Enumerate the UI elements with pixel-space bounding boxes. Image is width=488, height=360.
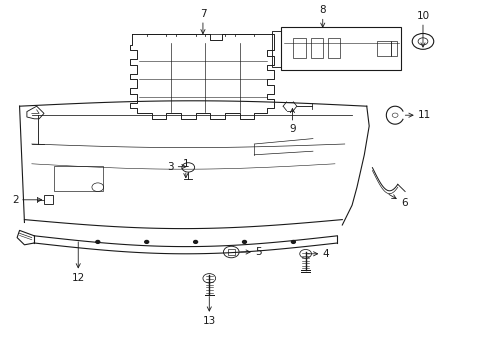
Text: 1: 1 xyxy=(182,159,189,178)
Text: 11: 11 xyxy=(405,110,430,120)
Text: 4: 4 xyxy=(307,249,329,259)
Text: 10: 10 xyxy=(416,11,428,47)
Circle shape xyxy=(242,240,246,243)
Text: 9: 9 xyxy=(288,108,295,134)
Circle shape xyxy=(96,240,100,243)
Bar xyxy=(376,41,390,56)
Bar xyxy=(44,195,53,204)
Text: 13: 13 xyxy=(202,297,216,326)
Bar xyxy=(227,249,234,255)
Text: 8: 8 xyxy=(319,5,325,27)
Bar xyxy=(54,166,102,191)
Text: 3: 3 xyxy=(167,162,185,172)
Text: 2: 2 xyxy=(12,195,41,205)
Bar xyxy=(390,41,396,56)
Text: 12: 12 xyxy=(71,242,85,283)
Bar xyxy=(310,38,322,58)
Circle shape xyxy=(144,240,148,243)
Text: 7: 7 xyxy=(199,9,206,34)
Text: 5: 5 xyxy=(240,247,262,257)
Bar xyxy=(327,38,339,58)
Polygon shape xyxy=(27,106,44,119)
Text: 6: 6 xyxy=(388,194,407,208)
Circle shape xyxy=(193,240,197,243)
Bar xyxy=(293,38,305,58)
Bar xyxy=(281,27,400,70)
Circle shape xyxy=(291,240,295,243)
